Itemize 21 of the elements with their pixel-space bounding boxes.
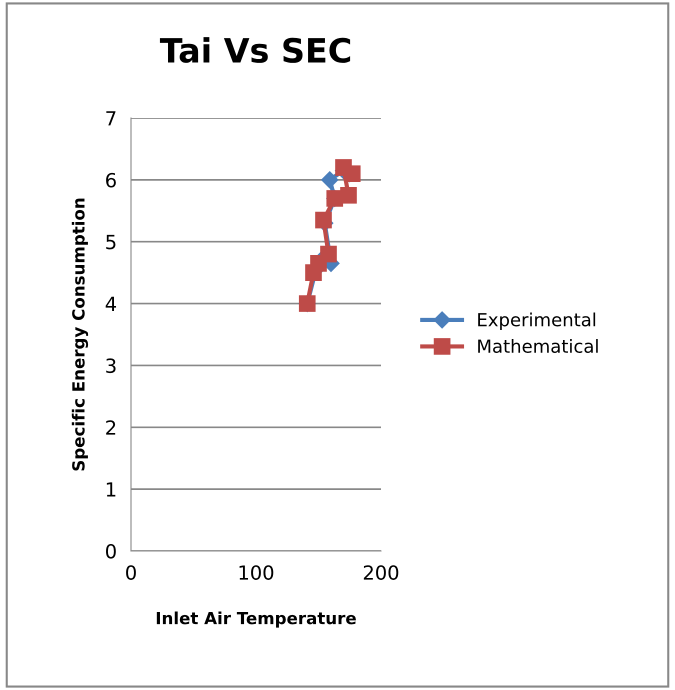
y-tick-label: 5 — [106, 234, 116, 250]
legend-label: Mathematical — [478, 339, 598, 353]
y-tick-label: 1 — [106, 482, 116, 497]
y-tick-label: 0 — [106, 544, 116, 559]
y-tick-label: 6 — [106, 172, 116, 188]
legend-label: Experimental — [478, 312, 596, 330]
point — [321, 171, 338, 188]
y-tick-label: 4 — [106, 296, 116, 311]
point — [344, 165, 361, 182]
x-tick-label: 0 — [126, 565, 136, 580]
x-tick-label: 100 — [240, 565, 274, 580]
y-tick-label: 3 — [106, 358, 116, 374]
point — [320, 246, 337, 262]
x-tick-label: 200 — [364, 565, 398, 580]
point — [340, 186, 357, 204]
point — [315, 212, 332, 228]
chart-title: Tai Vs SEC — [160, 37, 350, 63]
x-axis-title: Inlet Air Temperature — [156, 611, 356, 628]
y-tick-label: 7 — [106, 111, 116, 126]
y-axis-title: Specific Energy Consumption — [72, 198, 88, 471]
y-tick-label: 2 — [106, 420, 116, 435]
